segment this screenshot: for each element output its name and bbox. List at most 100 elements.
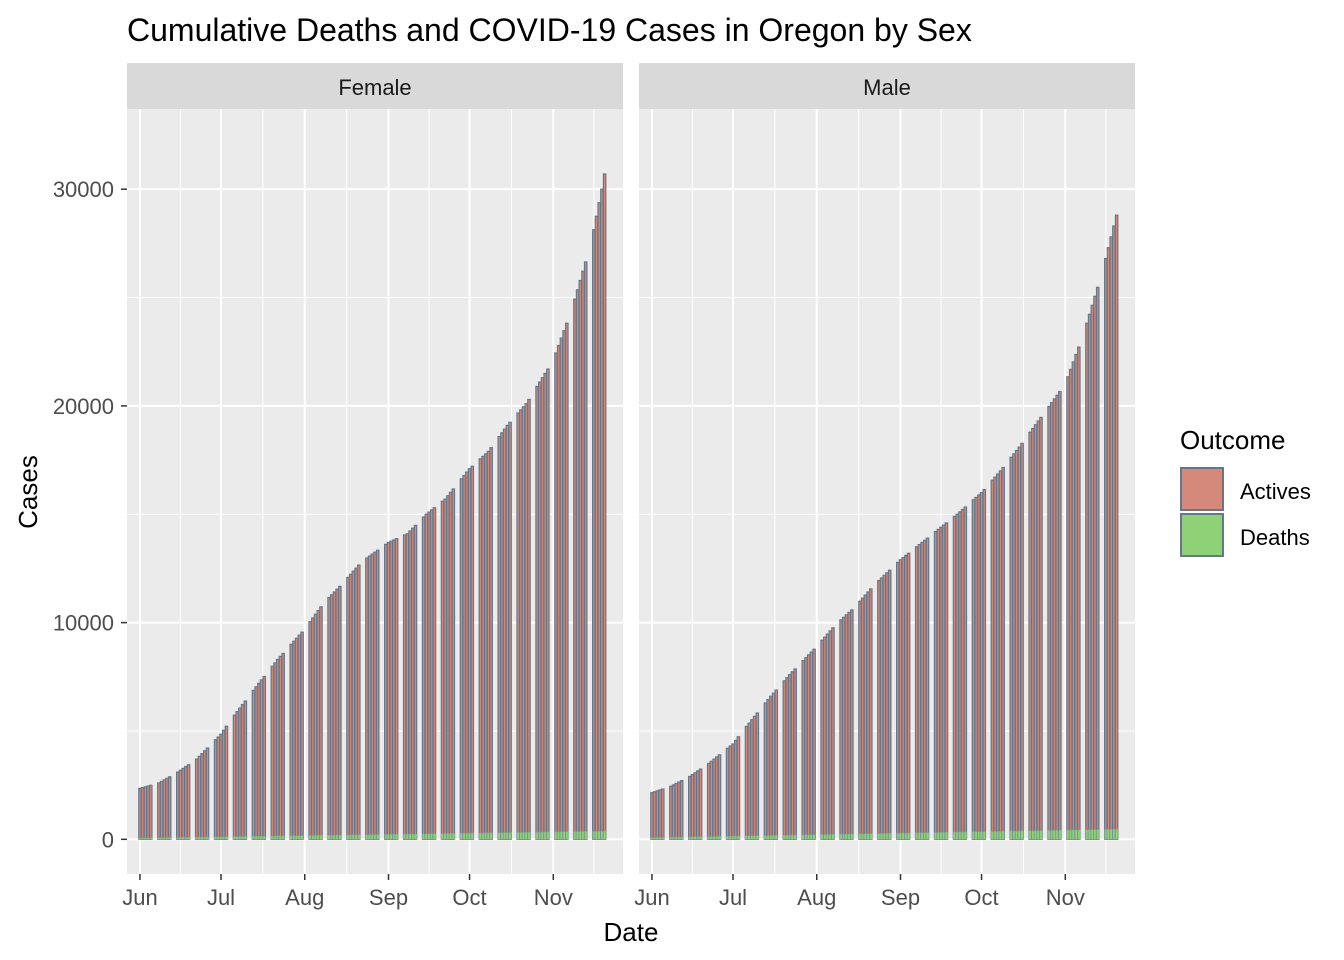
- bar-actives: [175, 771, 180, 840]
- bar-actives: [581, 270, 585, 840]
- bar-actives: [216, 736, 221, 840]
- bar-actives: [432, 507, 437, 840]
- bar-actives: [725, 747, 730, 840]
- bar-actives: [787, 674, 792, 840]
- bar-deaths: [187, 837, 191, 840]
- bar-deaths: [936, 832, 940, 840]
- bar-actives: [1047, 405, 1051, 840]
- bar-deaths: [982, 831, 986, 840]
- bar-actives: [297, 634, 302, 840]
- bar-deaths: [543, 831, 547, 840]
- bar-actives: [866, 591, 870, 840]
- bar-actives: [146, 785, 150, 840]
- chart-title: Cumulative Deaths and COVID-19 Cases in …: [127, 12, 972, 48]
- bar-actives: [1012, 453, 1016, 840]
- bar-actives: [755, 712, 760, 840]
- bar-actives: [863, 594, 868, 840]
- bar-deaths: [254, 836, 258, 840]
- bar-deaths: [772, 835, 776, 840]
- x-tick-label: Jun: [634, 885, 669, 910]
- bar-actives: [698, 768, 703, 840]
- bar-deaths: [901, 832, 905, 840]
- bar-actives: [1031, 427, 1035, 840]
- bar-deaths: [346, 834, 350, 840]
- bar-deaths: [597, 830, 601, 840]
- bar-deaths: [565, 831, 569, 840]
- bar-actives: [820, 639, 824, 840]
- bar-actives: [1036, 420, 1041, 840]
- bar-deaths: [869, 833, 873, 840]
- x-tick-label: Sep: [881, 885, 920, 910]
- bar-deaths: [858, 833, 862, 840]
- x-tick-label: Jun: [122, 885, 157, 910]
- bar-actives: [354, 567, 358, 840]
- bar-actives: [292, 640, 296, 840]
- bar-actives: [806, 654, 811, 840]
- bar-deaths: [650, 837, 654, 840]
- bar-actives: [597, 202, 602, 840]
- bar-deaths: [522, 832, 526, 840]
- bar-actives: [375, 549, 380, 840]
- bar-actives: [731, 743, 735, 840]
- bar-actives: [405, 533, 410, 840]
- bar-actives: [540, 377, 545, 840]
- bar-actives: [801, 659, 806, 840]
- bar-deaths: [823, 834, 827, 840]
- bar-actives: [971, 499, 976, 840]
- bar-deaths: [251, 836, 255, 840]
- bar-deaths: [465, 832, 469, 840]
- bar-actives: [1039, 416, 1043, 840]
- bar-deaths: [554, 831, 558, 840]
- bar-actives: [524, 403, 529, 840]
- bar-deaths: [669, 836, 673, 840]
- bar-deaths: [581, 831, 585, 840]
- bar-actives: [728, 745, 733, 840]
- bar-actives: [270, 665, 275, 840]
- bar-deaths: [233, 836, 237, 840]
- bar-actives: [736, 736, 741, 840]
- bar-deaths: [801, 834, 805, 840]
- bar-deaths: [788, 834, 792, 840]
- bar-deaths: [395, 833, 399, 840]
- bar-deaths: [387, 834, 391, 840]
- bar-deaths: [600, 830, 604, 840]
- bar-actives: [300, 631, 304, 840]
- bar-deaths: [899, 832, 903, 840]
- bar-actives: [1001, 466, 1005, 840]
- bar-actives: [1055, 394, 1059, 840]
- bar-actives: [402, 534, 407, 840]
- bar-deaths: [826, 834, 830, 840]
- bar-deaths: [896, 832, 900, 840]
- bar-actives: [243, 700, 248, 840]
- facet-strip-label: Female: [338, 75, 411, 100]
- bar-actives: [658, 789, 662, 840]
- bar-deaths: [538, 831, 542, 840]
- bar-actives: [715, 756, 719, 840]
- bar-deaths: [850, 833, 854, 840]
- bar-deaths: [861, 833, 865, 840]
- bar-deaths: [1047, 830, 1051, 840]
- bar-actives: [181, 767, 185, 840]
- y-axis: 0 10000 20000 30000: [53, 177, 127, 852]
- bar-actives: [516, 412, 520, 840]
- bar-actives: [370, 553, 375, 840]
- y-tick-label: 30000: [53, 177, 114, 202]
- bar-actives: [602, 173, 607, 840]
- bar-deaths: [365, 834, 369, 840]
- bar-deaths: [958, 831, 962, 840]
- bar-actives: [316, 609, 321, 840]
- bar-deaths: [677, 836, 681, 840]
- bar-actives: [346, 576, 350, 840]
- bar-deaths: [1050, 830, 1054, 840]
- bar-actives: [1104, 257, 1108, 840]
- bar-deaths: [368, 834, 372, 840]
- bar-actives: [963, 506, 968, 840]
- bar-actives: [828, 630, 833, 840]
- bar-deaths: [516, 832, 520, 840]
- bar-deaths: [430, 833, 434, 840]
- bar-actives: [157, 782, 161, 840]
- bar-deaths: [206, 836, 210, 840]
- bar-actives: [1033, 424, 1038, 840]
- bar-deaths: [974, 831, 978, 840]
- bar-actives: [763, 702, 768, 840]
